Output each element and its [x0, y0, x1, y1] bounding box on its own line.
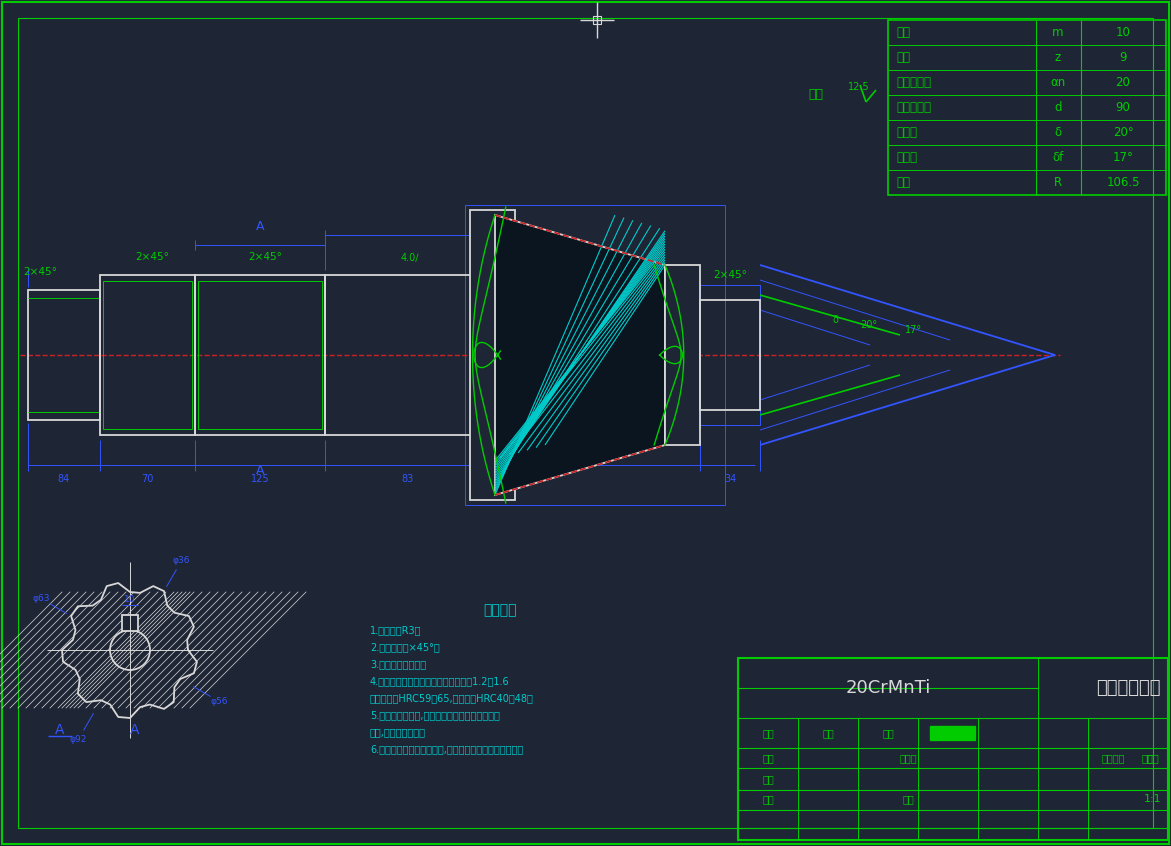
Text: 1.未注圆角R3；: 1.未注圆角R3； — [370, 625, 422, 635]
Text: φ63: φ63 — [32, 594, 49, 603]
Text: 设计: 设计 — [762, 753, 774, 763]
Text: δ: δ — [1054, 126, 1062, 139]
Text: 3.校正去锐边毛刺；: 3.校正去锐边毛刺； — [370, 659, 426, 669]
Bar — [122, 615, 138, 631]
Bar — [930, 726, 975, 740]
Text: z: z — [1055, 51, 1061, 64]
Bar — [100, 275, 196, 435]
Text: 106.5: 106.5 — [1107, 176, 1139, 189]
Text: 10: 10 — [124, 596, 136, 605]
Text: 其余: 其余 — [808, 89, 823, 102]
Text: 20°: 20° — [1112, 126, 1134, 139]
Text: φ36: φ36 — [173, 557, 190, 565]
Text: 分度圆直径: 分度圆直径 — [896, 101, 931, 114]
Text: A: A — [55, 723, 64, 737]
Text: 处数: 处数 — [822, 728, 834, 738]
Bar — [888, 20, 1166, 195]
Bar — [465, 205, 725, 505]
Text: 9: 9 — [1119, 51, 1127, 64]
Bar — [196, 275, 326, 435]
Bar — [28, 290, 100, 420]
Text: A: A — [255, 464, 265, 476]
Text: φ92: φ92 — [70, 734, 87, 744]
Text: 2×45°: 2×45° — [23, 267, 57, 277]
Text: 重量: 重量 — [1148, 753, 1159, 763]
Text: A: A — [255, 221, 265, 233]
Text: 2×45°: 2×45° — [713, 270, 747, 280]
Text: 2×45°: 2×45° — [135, 252, 169, 262]
Text: 20°: 20° — [860, 320, 877, 330]
Text: 84: 84 — [57, 474, 70, 484]
Text: 阶级标记: 阶级标记 — [1101, 753, 1125, 763]
Text: 4.0∕: 4.0∕ — [400, 252, 419, 262]
Text: 法向齿形角: 法向齿形角 — [896, 76, 931, 89]
Text: 4.齿面及基准面接触斑点人，接触面积1.2～1.6: 4.齿面及基准面接触斑点人，接触面积1.2～1.6 — [370, 676, 509, 686]
Text: 主动锥齿轮轴: 主动锥齿轮轴 — [1096, 679, 1160, 697]
Text: 齿数: 齿数 — [896, 51, 910, 64]
Bar — [738, 658, 1167, 840]
Text: 审核: 审核 — [762, 774, 774, 784]
Text: 锥距: 锥距 — [896, 176, 910, 189]
Bar — [103, 281, 192, 429]
Bar — [198, 281, 322, 429]
Bar — [700, 300, 760, 410]
Text: 标准化: 标准化 — [899, 753, 917, 763]
Text: 比例: 比例 — [1142, 753, 1153, 763]
Text: 34: 34 — [724, 474, 737, 484]
Text: ；液氨氮化HRC59～65,芯部硬度HRC40～48；: ；液氨氮化HRC59～65,芯部硬度HRC40～48； — [370, 693, 534, 703]
Text: 10: 10 — [1116, 26, 1130, 39]
Text: αn: αn — [1050, 76, 1066, 89]
Text: A: A — [130, 723, 139, 737]
Text: δ: δ — [833, 315, 838, 325]
Text: 20: 20 — [1116, 76, 1130, 89]
Text: 2×45°: 2×45° — [248, 252, 282, 262]
Text: 70: 70 — [142, 474, 153, 484]
Text: 5.各件表面处处理,不允许有裂纹、毛刺、碰伤、: 5.各件表面处处理,不允许有裂纹、毛刺、碰伤、 — [370, 710, 500, 720]
Text: 1:1: 1:1 — [1144, 794, 1162, 804]
Bar — [593, 16, 601, 24]
Text: 批准: 批准 — [902, 794, 913, 804]
Text: 技术要求: 技术要求 — [484, 603, 516, 617]
Bar — [326, 275, 489, 435]
Polygon shape — [665, 265, 700, 445]
Text: δf: δf — [1053, 151, 1063, 164]
Text: φ56: φ56 — [211, 697, 228, 706]
Text: 划伤,和标注等缺陷；: 划伤,和标注等缺陷； — [370, 727, 426, 737]
Polygon shape — [495, 215, 665, 495]
Text: R: R — [1054, 176, 1062, 189]
Text: 17°: 17° — [905, 325, 922, 335]
Text: 6.磁粉探伤后光学评、修整,再和试车和磁粉探伤等验收；: 6.磁粉探伤后光学评、修整,再和试车和磁粉探伤等验收； — [370, 744, 523, 754]
Text: 标记: 标记 — [762, 728, 774, 738]
Text: 分锥角: 分锥角 — [896, 126, 917, 139]
Text: 12.5: 12.5 — [848, 82, 870, 92]
Text: 17°: 17° — [1112, 151, 1134, 164]
Text: 20CrMnTi: 20CrMnTi — [845, 679, 931, 697]
Text: m: m — [1053, 26, 1063, 39]
Text: 分区: 分区 — [882, 728, 893, 738]
Text: 90: 90 — [1116, 101, 1130, 114]
Text: 125: 125 — [251, 474, 269, 484]
Text: 工艺: 工艺 — [762, 794, 774, 804]
Text: 根锥角: 根锥角 — [896, 151, 917, 164]
Text: 83: 83 — [402, 474, 413, 484]
Text: d: d — [1054, 101, 1062, 114]
Polygon shape — [470, 210, 515, 500]
Text: 2.未注倒角２×45°；: 2.未注倒角２×45°； — [370, 642, 440, 652]
Text: 模数: 模数 — [896, 26, 910, 39]
Bar — [700, 285, 760, 425]
